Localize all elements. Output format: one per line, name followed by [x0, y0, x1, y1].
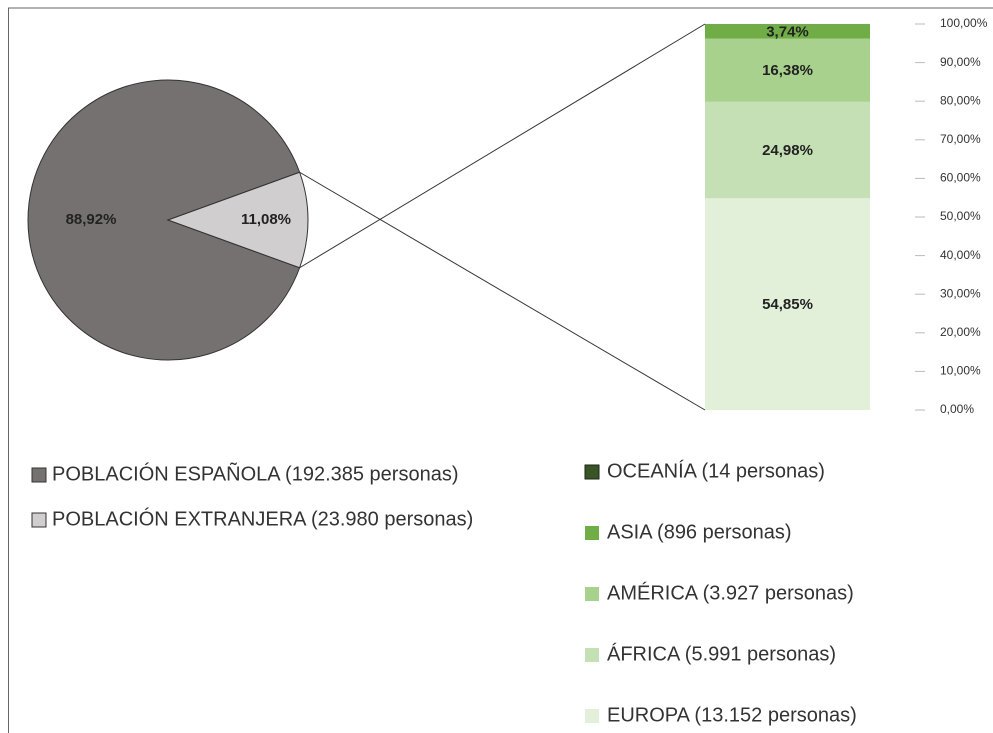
legend-label: AMÉRICA (3.927 personas): [607, 581, 854, 604]
legend-label: ASIA (896 personas): [607, 521, 792, 543]
bar-segment: [705, 198, 870, 410]
legend-swatch: [585, 526, 599, 540]
legend-label: ÁFRICA (5.991 personas): [607, 642, 836, 665]
connector: [299, 23, 706, 269]
legend-label: EUROPA (13.152 personas): [607, 704, 857, 726]
legend-label: POBLACIÓN ESPAÑOLA (192.385 personas): [52, 461, 459, 485]
y-tick-label: 40,00%: [940, 248, 981, 262]
y-tick-label: 100,00%: [940, 16, 988, 30]
y-tick-label: 70,00%: [940, 132, 981, 146]
y-tick-label: 80,00%: [940, 93, 981, 107]
bar-segment: [705, 38, 870, 102]
data-label: 24,98%: [762, 142, 813, 159]
data-label: 16,38%: [762, 62, 813, 79]
legend-swatch: [585, 709, 599, 723]
legend-swatch: [31, 467, 47, 483]
y-tick-label: 10,00%: [940, 364, 981, 378]
bar-segment: [705, 101, 870, 199]
y-tick-label: 30,00%: [940, 286, 981, 300]
legend-label: POBLACIÓN EXTRANJERA (23.980 personas): [52, 507, 473, 530]
connector: [299, 171, 706, 411]
y-tick-label: 20,00%: [940, 325, 981, 339]
legend-swatch: [584, 464, 600, 480]
y-tick-label: 60,00%: [940, 171, 981, 185]
y-tick-label: 0,00%: [940, 402, 974, 416]
legend-swatch: [585, 587, 599, 601]
pie-slice: [27, 79, 301, 361]
pie-slice: [166, 171, 309, 269]
y-tick-label: 90,00%: [940, 55, 981, 69]
data-label: 88,92%: [66, 211, 117, 228]
bar-segment: [705, 24, 870, 39]
data-label: 3,74%: [766, 23, 809, 40]
data-label: 54,85%: [762, 296, 813, 313]
data-label: 11,08%: [241, 211, 291, 228]
legend-swatch: [585, 648, 599, 662]
y-tick-label: 50,00%: [940, 209, 981, 223]
legend-swatch: [31, 512, 47, 528]
legend-label: OCEANÍA (14 personas): [607, 459, 825, 482]
